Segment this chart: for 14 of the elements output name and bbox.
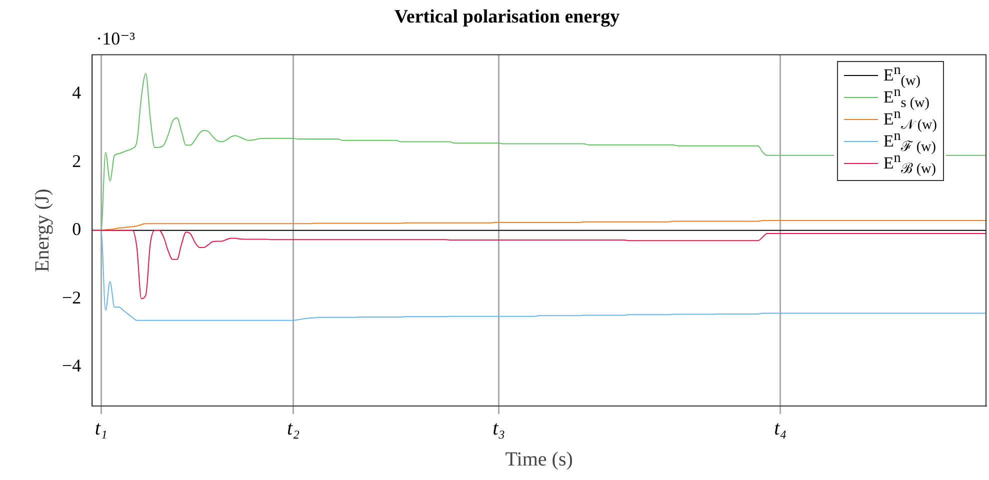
y-axis-title: Energy (J) [31, 188, 54, 272]
y-tick-label: −4 [62, 356, 82, 376]
x-tick-label: t₄ [774, 417, 787, 440]
line-series [92, 230, 986, 300]
x-tick-label: t₁ [94, 417, 108, 440]
y-tick-label: −2 [62, 287, 82, 308]
x-axis-title: Time (s) [505, 448, 573, 470]
text: ·10⁻³ [96, 28, 136, 49]
y-tick-label: 2 [72, 150, 82, 171]
y-tick-label: 4 [72, 82, 82, 103]
x-tick-label: t₂ [287, 417, 300, 440]
y-tick-label: 0 [72, 219, 82, 240]
x-tick-label: t₃ [492, 417, 506, 440]
chart-title: Vertical polarisation energy [394, 6, 620, 28]
